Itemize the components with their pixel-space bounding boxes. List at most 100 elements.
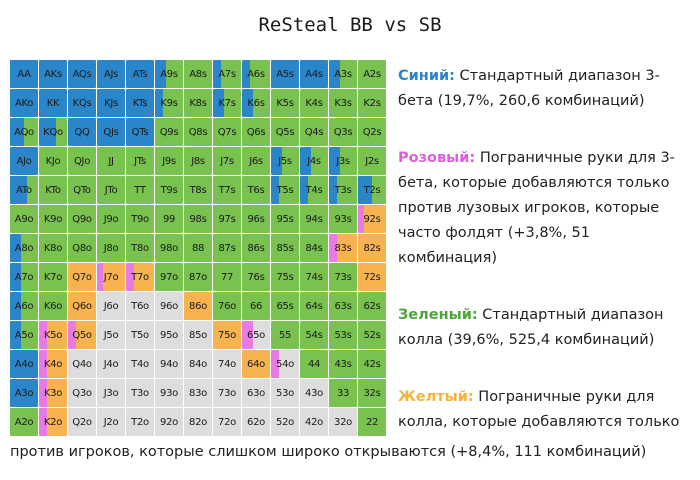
hand-label: K6o [43, 300, 63, 312]
hand-label: QTo [73, 184, 91, 196]
hand-label: Q4s [304, 126, 324, 138]
hand-label: 83s [334, 242, 352, 254]
hand-label: J2s [365, 155, 379, 167]
hand-cell-segment [10, 205, 38, 233]
legend-blue-text: Стандартный диапазон 3-бета (19,7%, 260,… [398, 68, 660, 109]
hand-cell-Q3s: Q3s [329, 118, 357, 146]
hand-label: 93s [334, 213, 352, 225]
hand-cell-segment [97, 321, 125, 349]
hand-label: 75s [276, 271, 294, 283]
hand-cell-segment [372, 176, 386, 204]
hand-cell-63s: 63s [329, 292, 357, 320]
hand-label: Q8s [188, 126, 208, 138]
hand-cell-KK: KK [39, 89, 67, 117]
hand-cell-segment [221, 60, 241, 88]
hand-cell-segment [10, 379, 38, 407]
hand-cell-segment [97, 176, 125, 204]
hand-cell-segment [300, 205, 328, 233]
hand-cell-53s: 53s [329, 321, 357, 349]
hand-cell-segment [300, 60, 328, 88]
hand-cell-J4o: J4o [97, 350, 125, 378]
hand-cell-segment [21, 263, 38, 291]
legend-pink: Розовый: Пограничные руки для 3-бета, ко… [398, 146, 693, 271]
hand-label: T8s [189, 184, 207, 196]
hand-cell-K4o: K4o [39, 350, 67, 378]
hand-cell-segment [97, 408, 125, 436]
hand-cell-segment [250, 60, 270, 88]
hand-cell-segment [242, 176, 270, 204]
hand-cell-66: 66 [242, 292, 270, 320]
hand-cell-segment [329, 89, 357, 117]
hand-cell-KTs: KTs [126, 89, 154, 117]
hand-cell-segment [337, 234, 357, 262]
hand-cell-AKs: AKs [39, 60, 67, 88]
hand-cell-T6s: T6s [242, 176, 270, 204]
hand-cell-JTo: JTo [97, 176, 125, 204]
hand-label: A9s [160, 68, 178, 80]
hand-cell-segment [76, 321, 96, 349]
hand-cell-segment [271, 263, 299, 291]
hand-cell-T4s: T4s [300, 176, 328, 204]
hand-label: KK [46, 97, 60, 109]
hand-cell-segment [68, 234, 96, 262]
hand-label: 87o [189, 271, 207, 283]
hand-label: T7o [131, 271, 149, 283]
hand-label: A8s [189, 68, 207, 80]
hand-cell-segment [184, 321, 212, 349]
hand-cell-K2s: K2s [358, 89, 386, 117]
hand-label: 84s [305, 242, 323, 254]
hand-cell-segment [155, 379, 183, 407]
hand-cell-K3s: K3s [329, 89, 357, 117]
hand-label: T6o [131, 300, 149, 312]
hand-cell-A8o: A8o [10, 234, 38, 262]
hand-cell-segment [126, 89, 154, 117]
hand-cell-segment [126, 176, 154, 204]
hand-cell-T3o: T3o [126, 379, 154, 407]
hand-cell-AJs: AJs [97, 60, 125, 88]
hand-cell-segment [97, 205, 125, 233]
hand-cell-TT: TT [126, 176, 154, 204]
hand-cell-T3s: T3s [329, 176, 357, 204]
hand-cell-85s: 85s [271, 234, 299, 262]
hand-cell-T4o: T4o [126, 350, 154, 378]
hand-cell-A6o: A6o [10, 292, 38, 320]
hand-cell-segment [271, 176, 280, 204]
hand-cell-QTs: QTs [126, 118, 154, 146]
hand-label: K2o [43, 416, 63, 428]
hand-cell-segment [21, 234, 38, 262]
hand-cell-segment [184, 147, 212, 175]
hand-cell-segment [39, 263, 67, 291]
hand-cell-segment [224, 89, 241, 117]
hand-cell-segment [340, 60, 357, 88]
hand-label: T9o [131, 213, 149, 225]
hand-label: 22 [365, 416, 379, 428]
hand-cell-93o: 93o [155, 379, 183, 407]
hand-label: T4o [131, 358, 149, 370]
hand-cell-92s: 92s [358, 205, 386, 233]
hand-label: A5o [14, 329, 34, 341]
hand-cell-75o: 75o [213, 321, 241, 349]
hand-cell-segment [271, 118, 299, 146]
hand-label: 43s [334, 358, 352, 370]
hand-cell-84o: 84o [184, 350, 212, 378]
hand-label: K8s [189, 97, 207, 109]
hand-cell-T8s: T8s [184, 176, 212, 204]
hand-cell-segment [242, 118, 270, 146]
hand-label: AJo [16, 155, 32, 167]
hand-cell-segment [126, 321, 154, 349]
hand-cell-33: 33 [329, 379, 357, 407]
hand-cell-segment [47, 350, 67, 378]
hand-cell-segment [329, 118, 357, 146]
hand-cell-segment [300, 408, 328, 436]
hand-cell-segment [10, 118, 24, 146]
hand-label: 54o [276, 358, 294, 370]
hand-cell-segment [329, 176, 338, 204]
hand-cell-segment [126, 234, 154, 262]
hand-cell-segment [24, 118, 38, 146]
hand-label: QJo [73, 155, 91, 167]
hand-label: 94o [160, 358, 178, 370]
hand-label: K4o [43, 358, 63, 370]
hand-cell-segment [242, 234, 270, 262]
legend-green: Зеленый: Стандартный диапазон колла (39,… [398, 303, 693, 353]
hand-cell-K6o: K6o [39, 292, 67, 320]
